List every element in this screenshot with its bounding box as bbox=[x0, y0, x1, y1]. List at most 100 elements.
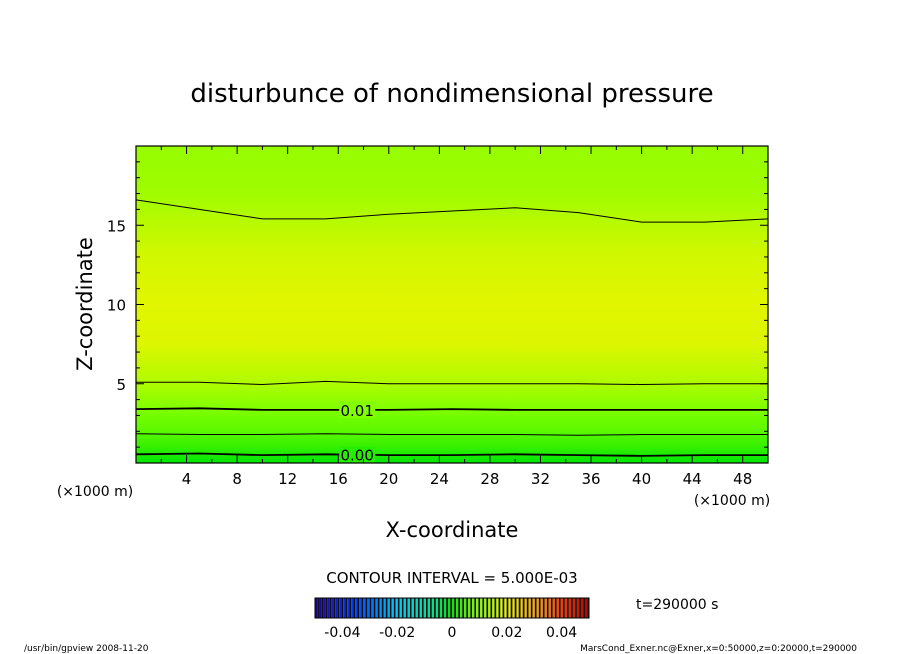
colorbar-gap bbox=[514, 598, 517, 618]
colorbar-stripe bbox=[584, 598, 588, 618]
y-axis-label: Z-coordinate bbox=[73, 237, 97, 371]
colorbar-gap bbox=[421, 598, 424, 618]
colorbar-gap bbox=[470, 598, 473, 618]
colorbar-stripe bbox=[568, 598, 572, 618]
colorbar-gap bbox=[373, 598, 376, 618]
x-tick-label: 48 bbox=[733, 470, 752, 488]
colorbar-tick-label: 0.04 bbox=[546, 625, 577, 641]
colorbar-stripe bbox=[443, 598, 447, 618]
x-tick-label: 16 bbox=[329, 470, 348, 488]
colorbar-stripe bbox=[347, 598, 350, 618]
colorbar-gap bbox=[409, 598, 412, 618]
x-tick-label: 36 bbox=[581, 470, 600, 488]
colorbar-stripe bbox=[391, 598, 394, 618]
x-tick-labels: 4 8 12 16 20 24 28 32 36 40 44 48 bbox=[182, 470, 752, 488]
colorbar-gap bbox=[325, 598, 328, 618]
colorbar-stripe bbox=[403, 598, 406, 618]
colorbar-frame bbox=[314, 597, 590, 619]
colorbar-gap bbox=[462, 598, 465, 618]
colorbar-gap bbox=[349, 598, 352, 618]
colorbar-gap bbox=[526, 598, 529, 618]
colorbar-stripe bbox=[407, 598, 410, 618]
colorbar-gap bbox=[563, 598, 565, 618]
colorbar-stripe bbox=[536, 598, 539, 618]
x-axis-label: X-coordinate bbox=[386, 518, 519, 542]
x-tick-label: 8 bbox=[232, 470, 242, 488]
contour-label-bg bbox=[339, 446, 376, 463]
colorbar-stripe bbox=[468, 598, 471, 618]
y-tick-label: 10 bbox=[107, 297, 126, 315]
contour-label-layer: 0.01 0.00 bbox=[339, 401, 376, 465]
colorbar-gap bbox=[571, 598, 573, 618]
colorbar-gap bbox=[454, 598, 457, 618]
x-tick-label: 24 bbox=[430, 470, 449, 488]
colorbar-stripe bbox=[339, 598, 342, 618]
colorbar-gap bbox=[498, 598, 501, 618]
colorbar-stripe bbox=[472, 598, 475, 618]
colorbar-gap bbox=[397, 598, 400, 618]
colorbar-gap bbox=[430, 598, 432, 618]
colorbar-gap bbox=[542, 598, 545, 618]
colorbar-stripe bbox=[452, 598, 455, 618]
time-label: t=290000 s bbox=[636, 597, 718, 613]
colorbar-gap bbox=[558, 598, 561, 618]
colorbar-stripe bbox=[496, 598, 499, 618]
colorbar-stripe bbox=[512, 598, 515, 618]
colorbar-stripe bbox=[500, 598, 503, 618]
y-tick-labels: 5 10 15 bbox=[107, 217, 126, 394]
colorbar-gap bbox=[442, 598, 444, 618]
colorbar-stripe bbox=[504, 598, 507, 618]
colorbar-stripe bbox=[411, 598, 414, 618]
colorbar-tick-label: 0 bbox=[448, 625, 457, 641]
contour-interval-label: CONTOUR INTERVAL = 5.000E-03 bbox=[326, 569, 577, 587]
colorbar-gap bbox=[345, 598, 348, 618]
colorbar-stripe bbox=[580, 598, 584, 618]
y-unit-label: (×1000 m) bbox=[57, 484, 133, 500]
colorbar-stripe bbox=[399, 598, 402, 618]
colorbar-tick-label: -0.04 bbox=[324, 625, 360, 641]
colorbar-stripe bbox=[387, 598, 390, 618]
colorbar-gap bbox=[522, 598, 525, 618]
colorbar-gap bbox=[554, 598, 557, 618]
colorbar-stripe bbox=[363, 598, 366, 618]
colorbar-stripe bbox=[431, 598, 435, 618]
colorbar-gap bbox=[381, 598, 384, 618]
contour-line-0 bbox=[136, 452, 768, 457]
colorbar-stripe bbox=[572, 598, 576, 618]
colorbar-stripe bbox=[456, 598, 459, 618]
colorbar-stripe bbox=[447, 598, 451, 618]
colorbar-gap bbox=[530, 598, 533, 618]
colorbar-stripe bbox=[524, 598, 527, 618]
colorbar-stripe bbox=[315, 598, 318, 618]
footer-right: MarsCond_Exner.nc@Exner,x=0:50000,z=0:20… bbox=[580, 644, 857, 654]
colorbar-stripe bbox=[484, 598, 487, 618]
colorbar-tick-label: -0.02 bbox=[379, 625, 415, 641]
colorbar-gap bbox=[389, 598, 392, 618]
colorbar-gap bbox=[478, 598, 481, 618]
x-tick-label: 28 bbox=[480, 470, 499, 488]
colorbar-gap bbox=[583, 598, 585, 618]
colorbar-gap bbox=[357, 598, 360, 618]
colorbar-tick-label: 0.02 bbox=[491, 625, 522, 641]
colorbar-stripe bbox=[375, 598, 378, 618]
colorbar-stripe bbox=[439, 598, 443, 618]
colorbar-gap bbox=[482, 598, 485, 618]
plot-area: 0.01 0.00 bbox=[135, 145, 769, 465]
colorbar-gap bbox=[438, 598, 440, 618]
contour-label: 0.01 bbox=[340, 402, 373, 420]
colorbar-gap bbox=[474, 598, 477, 618]
colorbar-gap bbox=[369, 598, 372, 618]
x-tick-label: 4 bbox=[182, 470, 192, 488]
colorbar-gap bbox=[446, 598, 448, 618]
colorbar-stripe bbox=[419, 598, 422, 618]
x-tick-label: 20 bbox=[379, 470, 398, 488]
colorbar-gap bbox=[538, 598, 541, 618]
x-tick-label: 12 bbox=[278, 470, 297, 488]
contour-line-1 bbox=[136, 433, 768, 436]
colorbar-stripe bbox=[435, 598, 439, 618]
colorbar-gap bbox=[575, 598, 577, 618]
footer-left: /usr/bin/gpview 2008-11-20 bbox=[24, 644, 149, 654]
colorbar-stripe bbox=[460, 598, 463, 618]
colorbar-stripe bbox=[395, 598, 398, 618]
colorbar-stripe bbox=[343, 598, 346, 618]
